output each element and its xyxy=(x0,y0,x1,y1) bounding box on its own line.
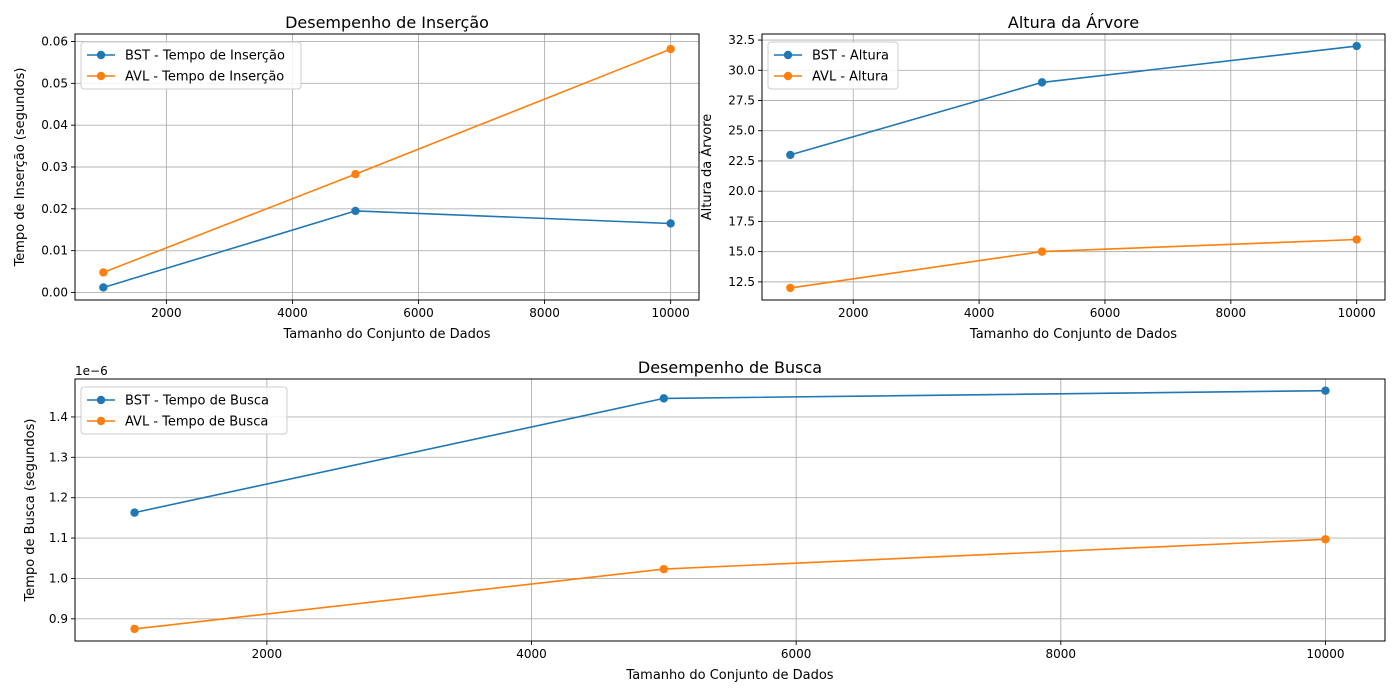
legend: BST - Tempo de Inserção AVL - Tempo de In… xyxy=(80,41,302,90)
legend-marker xyxy=(783,50,793,60)
y-offset-label: 1e−6 xyxy=(75,364,108,378)
plot-frame xyxy=(74,378,1386,642)
x-tick-label: 10000 xyxy=(1338,306,1376,320)
legend-box xyxy=(80,386,288,435)
legend-box xyxy=(767,41,899,90)
chart-title: Desempenho de Inserção xyxy=(285,13,489,32)
legend-label: AVL - Altura xyxy=(812,70,888,85)
data-point xyxy=(1037,247,1047,256)
legend-marker xyxy=(96,50,106,60)
data-point xyxy=(1321,535,1330,544)
legend-box xyxy=(80,41,302,90)
legend: BST - Tempo de Busca AVL - Tempo de Busca xyxy=(80,386,288,435)
y-axis-label: Tempo de Inserção (segundos) xyxy=(13,68,28,268)
x-tick-label: 2000 xyxy=(151,306,182,320)
data-point xyxy=(786,150,795,160)
legend-label: BST - Tempo de Busca xyxy=(125,394,269,409)
data-point xyxy=(659,394,669,403)
y-tick-label: 1.3 xyxy=(49,450,68,464)
data-point xyxy=(130,624,139,634)
y-tick-label: 27.5 xyxy=(728,94,755,108)
x-tick-label: 8000 xyxy=(1216,306,1247,320)
x-axis-label: Tamanho do Conjunto de Dados xyxy=(282,327,490,342)
chart-panel-1: 2000 4000 6000 8000 10000 0.00 0.01 0.02 0.03 0.0… xyxy=(13,13,700,342)
series-line-2 xyxy=(134,538,1326,630)
x-tick-label: 2000 xyxy=(838,306,869,320)
data-point xyxy=(786,283,795,293)
x-tick-label: 4000 xyxy=(277,306,308,320)
x-tick-label: 6000 xyxy=(781,647,812,661)
y-tick-label: 32.5 xyxy=(728,33,755,47)
y-tick-label: 30.0 xyxy=(728,63,755,77)
legend-label: AVL - Tempo de Inserção xyxy=(125,70,284,85)
y-tick-label: 0.05 xyxy=(41,76,68,90)
x-tick-label: 10000 xyxy=(1306,647,1344,661)
y-tick-label: 0.01 xyxy=(41,244,68,258)
data-point xyxy=(351,206,360,216)
plot-frame xyxy=(761,33,1386,301)
chart-title: Altura da Árvore xyxy=(1008,13,1139,32)
legend-marker xyxy=(96,395,106,405)
data-point xyxy=(1321,386,1330,395)
y-tick-label: 1.0 xyxy=(49,571,68,585)
data-point xyxy=(666,219,675,228)
x-tick-label: 2000 xyxy=(252,647,283,661)
y-tick-label: 25.0 xyxy=(728,124,755,138)
x-tick-label: 8000 xyxy=(1046,647,1077,661)
y-axis-label: Altura da Árvore xyxy=(699,114,715,221)
x-tick-label: 10000 xyxy=(652,306,690,320)
y-tick-label: 0.06 xyxy=(41,35,68,49)
data-point xyxy=(1352,41,1361,51)
x-tick-label: 4000 xyxy=(516,647,547,661)
legend-label: BST - Altura xyxy=(812,49,889,64)
series-line-1 xyxy=(103,210,671,289)
data-point xyxy=(99,283,108,292)
data-point xyxy=(1037,78,1047,87)
y-tick-label: 12.5 xyxy=(728,275,755,289)
series-line-2 xyxy=(790,238,1357,289)
y-tick-label: 22.5 xyxy=(728,154,755,168)
y-tick-label: 20.0 xyxy=(728,184,755,198)
data-point xyxy=(130,508,139,517)
data-point xyxy=(99,268,108,277)
legend: BST - Altura AVL - Altura xyxy=(767,41,899,90)
y-axis-label: Tempo de Busca (segundos) xyxy=(23,419,38,603)
x-tick-label: 6000 xyxy=(403,306,434,320)
y-tick-label: 15.0 xyxy=(728,245,755,259)
y-tick-label: 1.4 xyxy=(49,410,68,424)
y-tick-label: 0.03 xyxy=(41,160,68,174)
chart-panel-3: 2000 4000 6000 8000 10000 0.9 1.0 1.1 1.2 1.3 1.4 1… xyxy=(23,358,1386,683)
data-point xyxy=(659,564,669,574)
chart-panel-2: 2000 4000 6000 8000 10000 12.5 15.0 17.5 20.0 22.… xyxy=(699,13,1386,342)
chart-title: Desempenho de Busca xyxy=(638,358,822,377)
legend-label: AVL - Tempo de Busca xyxy=(125,415,268,430)
legend-label: BST - Tempo de Inserção xyxy=(125,49,285,64)
legend-marker xyxy=(96,416,106,426)
legend-marker xyxy=(96,71,106,81)
legend-marker xyxy=(783,71,793,81)
data-point xyxy=(1352,235,1361,244)
data-point xyxy=(351,169,360,179)
y-tick-label: 0.00 xyxy=(41,285,68,299)
y-tick-label: 0.02 xyxy=(41,202,68,216)
y-tick-label: 0.04 xyxy=(41,118,68,132)
y-tick-label: 0.9 xyxy=(49,612,68,626)
series-line-1 xyxy=(134,389,1326,514)
grid-lines xyxy=(762,34,1385,300)
y-tick-label: 17.5 xyxy=(728,214,755,228)
y-tick-label: 1.1 xyxy=(49,531,68,545)
x-axis-label: Tamanho do Conjunto de Dados xyxy=(969,327,1177,342)
grid-lines xyxy=(75,379,1385,641)
y-tick-label: 1.2 xyxy=(49,491,68,505)
x-axis-label: Tamanho do Conjunto de Dados xyxy=(625,668,833,683)
x-tick-label: 6000 xyxy=(1090,306,1121,320)
data-point xyxy=(666,44,675,54)
x-tick-label: 4000 xyxy=(964,306,995,320)
x-tick-label: 8000 xyxy=(529,306,560,320)
